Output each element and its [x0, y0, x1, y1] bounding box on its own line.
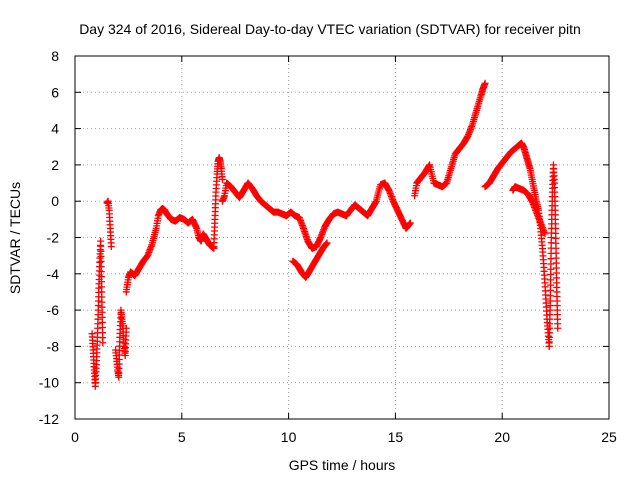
data-point	[406, 220, 414, 228]
data-segment	[88, 237, 107, 390]
y-tick-label: 8	[51, 48, 59, 64]
x-tick-label: 15	[388, 429, 404, 445]
data-segment	[122, 204, 218, 296]
y-tick-label: 6	[51, 84, 59, 100]
data-point	[406, 219, 414, 227]
data-point	[541, 230, 549, 238]
data-segment	[103, 197, 115, 251]
y-axis-label: SDTVAR / TECUs	[7, 182, 23, 294]
x-tick-label: 5	[178, 429, 186, 445]
y-tick-label: -2	[47, 230, 60, 246]
data-point	[323, 239, 331, 247]
data-segment	[481, 139, 553, 350]
data-point	[322, 240, 330, 248]
data-point	[99, 339, 107, 347]
x-tick-label: 20	[494, 429, 510, 445]
data-point	[218, 175, 226, 183]
data-segment	[210, 154, 226, 251]
x-axis-label: GPS time / hours	[289, 457, 396, 473]
data-segment	[509, 183, 549, 238]
axis-ticks: 0 5 10 15 20 25 -12 -10 -8 -6 -4 -2 0 2 4 6 8	[39, 48, 617, 445]
y-tick-label: -10	[39, 375, 59, 391]
chart-title: Day 324 of 2016, Sidereal Day-to-day VTE…	[79, 21, 581, 37]
data-segment	[342, 179, 414, 232]
data-point	[481, 79, 489, 87]
y-tick-label: 4	[51, 121, 59, 137]
grid-lines	[75, 56, 609, 419]
data-point	[107, 243, 115, 251]
y-tick-label: -6	[47, 302, 60, 318]
x-tick-label: 10	[281, 429, 297, 445]
data-segment	[112, 306, 130, 381]
data-point	[122, 324, 130, 332]
y-tick-label: 2	[51, 157, 59, 173]
data-segment	[289, 239, 331, 281]
y-tick-label: 0	[51, 193, 59, 209]
data-point	[554, 324, 562, 332]
data-segment	[218, 179, 350, 252]
data-segment	[411, 79, 489, 200]
y-tick-label: -8	[47, 338, 60, 354]
y-tick-label: -4	[47, 266, 60, 282]
x-tick-label: 0	[71, 429, 79, 445]
y-tick-label: -12	[39, 411, 59, 427]
data-series	[88, 79, 562, 390]
x-tick-label: 25	[601, 429, 617, 445]
data-segment	[545, 161, 562, 350]
